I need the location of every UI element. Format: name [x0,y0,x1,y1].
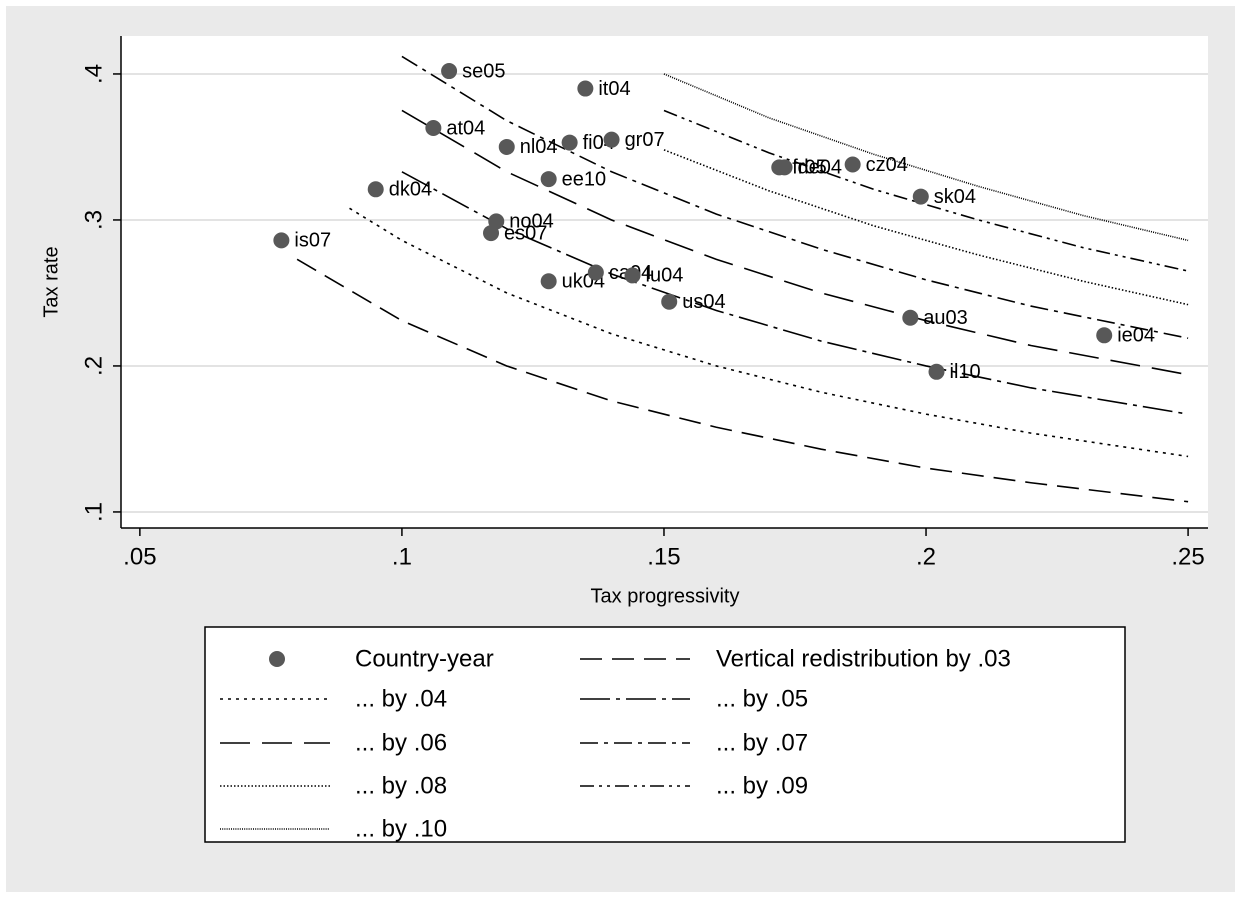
y-tick-label: .1 [80,502,107,522]
point-label: ie04 [1117,325,1155,347]
point [441,63,458,80]
curve [663,109,1189,272]
x-tick-label: .1 [392,543,412,570]
legend-label: Country-year [355,645,494,672]
legend-box [204,626,1126,843]
curve [401,109,1189,376]
legend-label: ... by .06 [355,729,447,756]
point-label: lu04 [646,265,684,287]
legend-label: Vertical redistribution by .03 [716,645,1011,672]
point-label: at04 [446,117,485,139]
point [661,293,678,310]
curve [349,207,1189,458]
y-tick-label: .4 [80,64,107,84]
point-label: se05 [462,60,505,82]
point [912,188,929,205]
curve [663,149,1189,306]
curve [401,171,1189,415]
legend-label: ... by .10 [355,815,447,842]
point-label: sk04 [934,186,976,208]
point [603,131,620,148]
point-label: us04 [682,291,725,313]
x-tick-label: .05 [123,543,156,570]
point [928,363,945,380]
legend-label: ... by .04 [355,685,447,712]
legend-label: ... by .05 [716,685,808,712]
point-label: es07 [504,222,547,244]
point [624,267,641,284]
point-label: il10 [950,361,981,383]
point [776,159,793,176]
point [540,273,557,290]
point [483,225,500,242]
point [498,138,515,155]
x-axis-title: Tax progressivity [591,585,740,607]
point-label: dk04 [389,179,432,201]
point [367,181,384,198]
x-tick-label: .15 [647,543,680,570]
point-label: nl04 [520,136,558,158]
point [902,309,919,326]
legend-marker [269,651,285,667]
point [587,264,604,281]
legend-label: ... by .09 [716,772,808,799]
point-label: is07 [294,230,331,252]
point-label: fr05 [792,157,826,179]
x-tick-label: .2 [916,543,936,570]
point-label: it04 [598,78,630,100]
plot-area [121,36,1208,528]
point-label: de04 [798,157,843,179]
point-label: no04 [509,211,554,233]
x-tick-label: .25 [1171,543,1204,570]
y-tick-label: .3 [80,210,107,230]
point [561,134,578,151]
y-axis-title: Tax rate [40,246,62,317]
point [1096,327,1113,344]
point [425,119,442,136]
legend-label: ... by .07 [716,729,808,756]
curve [296,258,1189,503]
curve [663,73,1189,242]
point-label: cz04 [866,154,908,176]
curve [401,55,1189,339]
legend-label: ... by .08 [355,772,447,799]
point [273,232,290,249]
point-label: au03 [923,307,968,329]
point-label: gr07 [625,129,665,151]
point [577,80,594,97]
point [844,156,861,173]
point [540,171,557,188]
point-label: ee10 [562,168,607,190]
y-tick-label: .2 [80,356,107,376]
